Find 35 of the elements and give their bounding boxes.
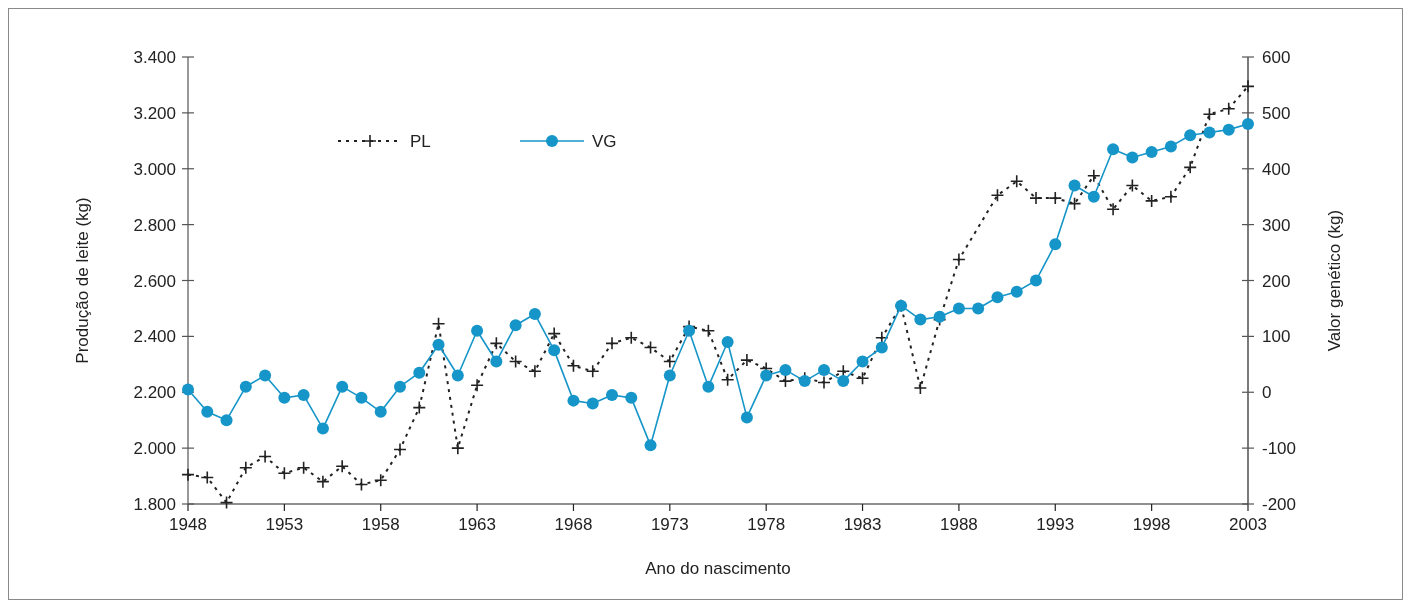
y2-tick-label: 0 [1262, 383, 1272, 403]
y-tick-label: 3.400 [133, 48, 176, 67]
y2-tick-label: -100 [1262, 439, 1297, 459]
y-axis-title: Produção de leite (kg) [73, 197, 92, 364]
legend-label: PL [410, 132, 431, 151]
y-tick-label: 3.000 [133, 159, 176, 179]
legend-label: VG [592, 132, 617, 151]
y2-tick-label: -200 [1262, 495, 1297, 514]
y-tick-label: 2.600 [133, 271, 176, 291]
y2-axis-title: Valor genético (kg) [1325, 209, 1344, 352]
y-tick-label: 2.000 [133, 439, 176, 459]
x-tick-label: 1988 [940, 515, 978, 534]
x-tick-label: 1978 [747, 515, 786, 534]
x-tick-label: 1983 [843, 515, 882, 534]
y2-tick-label: 500 [1262, 103, 1291, 123]
x-tick-label: 1968 [554, 515, 593, 534]
x-tick-label: 1998 [1132, 515, 1171, 534]
y2-tick-label: 300 [1262, 215, 1291, 235]
x-tick-label: 1973 [650, 515, 689, 534]
y-tick-label: 2.400 [133, 327, 176, 347]
x-tick-label: 1993 [1036, 515, 1075, 534]
x-axis-title: Ano do nascimento [645, 559, 791, 578]
y2-tick-label: 600 [1262, 48, 1291, 67]
x-tick-label: 1953 [265, 515, 304, 534]
y2-tick-label: 200 [1262, 271, 1291, 291]
x-tick-label: 1963 [458, 515, 496, 534]
y-tick-label: 2.200 [133, 383, 176, 403]
x-tick-label: 1958 [361, 515, 400, 534]
x-tick-label: 2003 [1229, 515, 1267, 534]
y-tick-label: 1.800 [133, 495, 176, 514]
y2-tick-label: 400 [1262, 159, 1291, 179]
y-tick-label: 3.200 [133, 103, 176, 123]
y2-tick-label: 100 [1262, 327, 1291, 347]
y-tick-label: 2.800 [133, 215, 176, 235]
x-tick-label: 1948 [169, 515, 207, 534]
